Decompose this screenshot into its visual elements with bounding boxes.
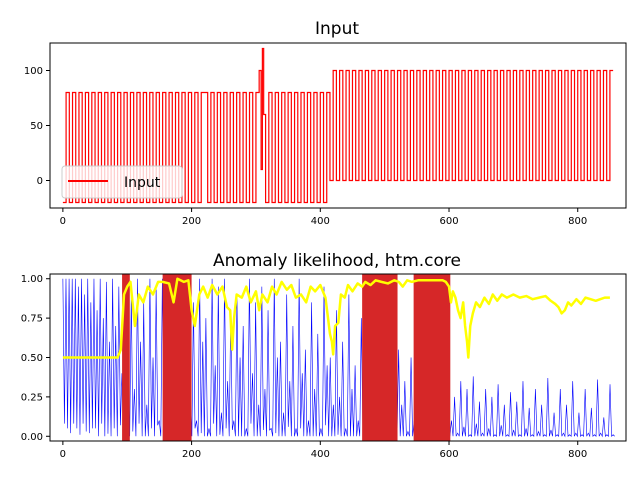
anomaly-y-tick-label: 0.25 (21, 392, 43, 403)
anomaly-x-tick-label: 800 (568, 449, 587, 460)
input-x-tick-label: 600 (439, 216, 458, 227)
anomaly-subplot: Anomaly likelihood, htm.core 0 200 400 600 8… (21, 251, 627, 460)
anomaly-x-tick-label: 400 (311, 449, 330, 460)
input-title: Input (315, 19, 359, 39)
input-x-tick-label: 200 (182, 216, 201, 227)
anomaly-y-tick-label: 0.00 (21, 432, 43, 443)
input-subplot: Input 0 200 400 600 800 0 50 100 Input (24, 19, 627, 227)
input-y-tick-label: 0 (37, 176, 43, 187)
input-x-tick-label: 400 (311, 216, 330, 227)
input-x-tick-label: 0 (60, 216, 66, 227)
anomaly-x-tick-label: 0 (60, 449, 66, 460)
anomaly-axes: 0 200 400 600 800 0.00 0.25 0.50 0.75 1.00 (21, 273, 627, 460)
input-axes: 0 200 400 600 800 0 50 100 (24, 42, 627, 227)
anomaly-y-tick-label: 0.75 (21, 314, 43, 325)
anomaly-y-tick-label: 1.00 (21, 274, 43, 285)
anomaly-window (362, 274, 398, 441)
anomaly-title: Anomaly likelihood, htm.core (213, 251, 461, 271)
anomaly-window (162, 274, 192, 441)
anomaly-x-tick-label: 600 (439, 449, 458, 460)
anomaly-plot-area (62, 274, 615, 441)
anomaly-window (413, 274, 451, 441)
anomaly-likelihood-line (62, 277, 610, 359)
input-x-tick-label: 800 (568, 216, 587, 227)
anomaly-y-tick-label: 0.50 (21, 353, 43, 364)
anomaly-window (122, 274, 130, 441)
legend-box (61, 165, 183, 199)
input-y-tick-label: 100 (24, 66, 43, 77)
input-y-tick-label: 50 (30, 121, 43, 132)
anomaly-score-line (62, 278, 615, 438)
input-legend: Input (61, 165, 183, 199)
legend-label: Input (124, 175, 161, 191)
anomaly-x-tick-label: 200 (182, 449, 201, 460)
